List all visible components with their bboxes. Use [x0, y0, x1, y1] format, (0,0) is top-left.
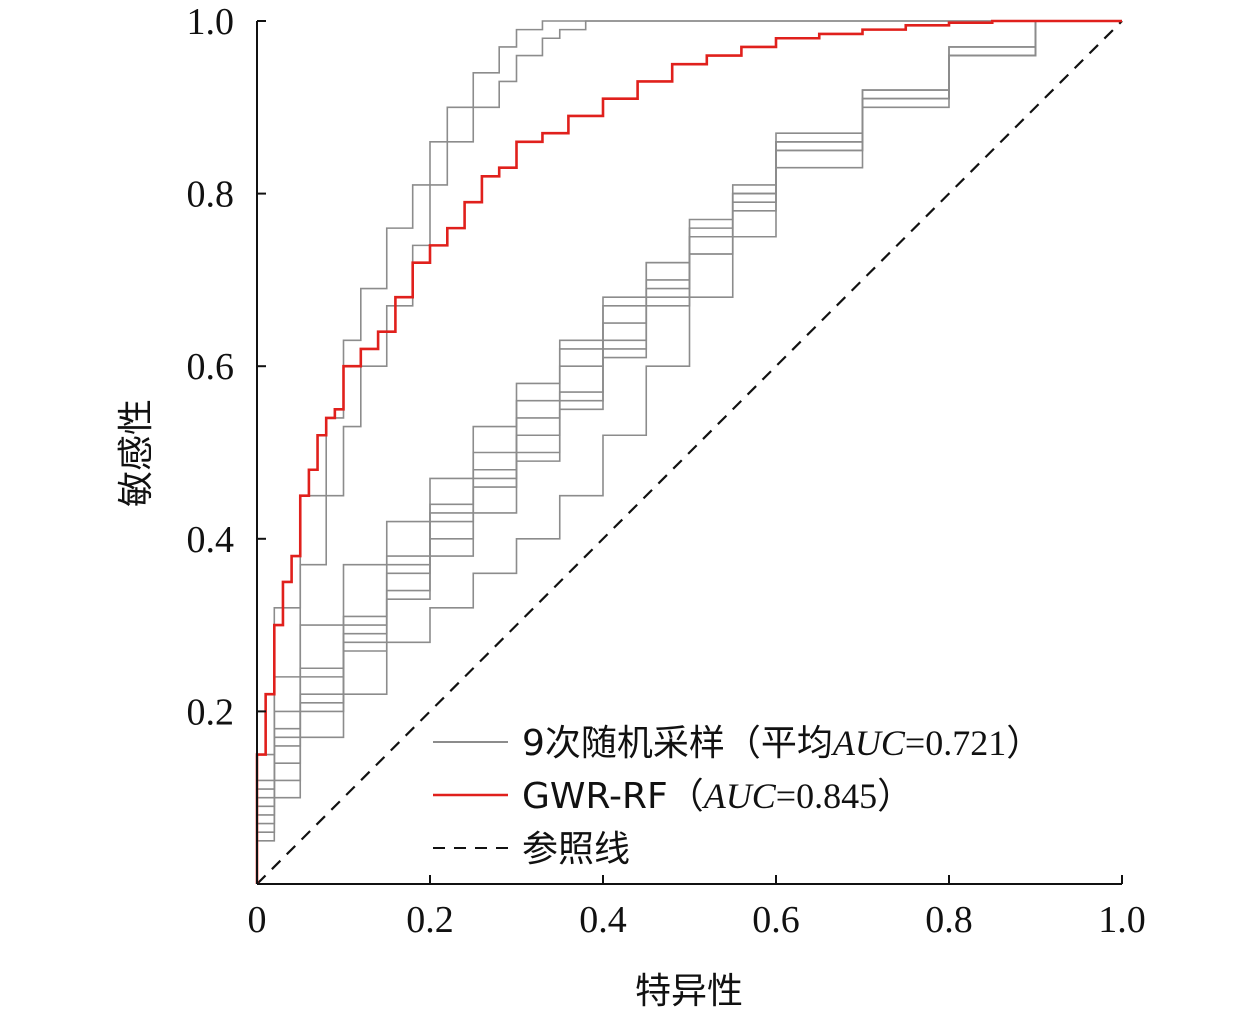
- legend-label: 9次随机采样（平均AUC=0.721）: [522, 723, 1042, 764]
- x-tick-label: 0: [248, 899, 267, 941]
- random-sample-roc-curve-8: [256, 20, 1122, 884]
- y-tick-label: 0.6: [187, 346, 235, 388]
- x-tick-label: 0.2: [406, 899, 454, 941]
- x-axis-title: 特异性: [635, 971, 743, 1012]
- x-tick-label: 0.4: [579, 899, 627, 941]
- y-axis-title: 敏感性: [116, 399, 157, 507]
- x-tick-label: 0.8: [925, 899, 973, 941]
- roc-curves: [255, 19, 1123, 885]
- y-tick-label: 0.8: [187, 174, 235, 216]
- chart-axes: [256, 20, 1123, 885]
- x-tick-label: 0.6: [752, 899, 800, 941]
- y-tick-label: 0.4: [187, 519, 235, 561]
- y-tick-label: 1.0: [187, 1, 235, 43]
- x-tick-label: 1.0: [1098, 899, 1146, 941]
- tick-labels: 0 0.2 0.4 0.6 0.8 1.0 0.2 0.4 0.6 0.8 1.0: [187, 1, 1146, 941]
- legend-label: 参照线: [522, 829, 630, 870]
- random-sample-roc-curve-4: [256, 20, 1122, 884]
- y-tick-label: 0.2: [187, 691, 235, 733]
- random-sample-roc-curve-7: [256, 20, 1122, 884]
- legend-label: GWR-RF（AUC=0.845）: [522, 776, 913, 817]
- reference-line: [256, 20, 1123, 885]
- gwr-rf-roc-curve: [255, 19, 1122, 884]
- random-sample-roc-curve-9: [256, 20, 1122, 884]
- legend: 9次随机采样（平均AUC=0.721） GWR-RF（AUC=0.845） 参照线: [433, 723, 1042, 870]
